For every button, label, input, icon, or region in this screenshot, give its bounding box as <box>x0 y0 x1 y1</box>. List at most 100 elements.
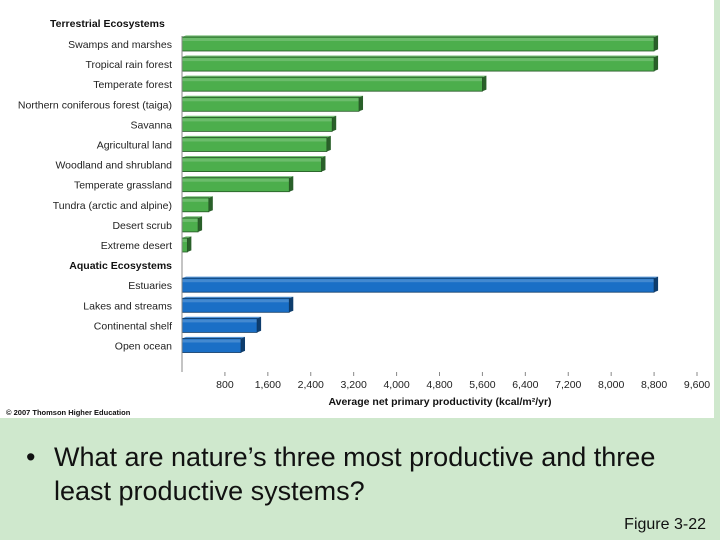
bar-highlight-tropical-rain-forest <box>182 58 655 62</box>
category-label-estuaries: Estuaries <box>128 280 172 292</box>
category-label-woodland-and-shrubland: Woodland and shrubland <box>55 160 172 172</box>
bar-top-tundra-arctic-and-alpine <box>182 196 213 198</box>
category-label-tundra-arctic-and-alpine: Tundra (arctic and alpine) <box>53 200 172 212</box>
x-axis-title: Average net primary productivity (kcal/m… <box>328 396 551 408</box>
bar-end-extreme-desert <box>187 236 192 252</box>
bar-face-lakes-and-streams <box>182 298 290 313</box>
bar-temperate-grassland <box>181 176 294 193</box>
bar-highlight-woodland-and-shrubland <box>182 158 322 162</box>
bar-end-agricultural-land <box>326 135 331 152</box>
bar-end-woodland-and-shrubland <box>321 156 326 172</box>
bar-highlight-swamps-and-marshes <box>182 38 655 41</box>
bar-face-open-ocean <box>182 338 242 353</box>
bar-end-swamps-and-marshes <box>654 35 659 51</box>
bar-end-tundra-arctic-and-alpine <box>208 196 213 212</box>
bar-highlight-continental-shelf <box>182 319 258 323</box>
bar-face-tropical-rain-forest <box>182 57 655 72</box>
bar-woodland-and-shrubland <box>181 156 326 173</box>
x-tick-label-8000: 8,000 <box>598 379 624 391</box>
productivity-bar-chart: Terrestrial Ecosystems Swamps and marshe… <box>6 18 710 417</box>
bar-highlight-tundra-arctic-and-alpine <box>182 198 209 202</box>
bar-end-temperate-forest <box>482 75 487 92</box>
bar-highlight-temperate-grassland <box>182 178 290 182</box>
question-bullet: • What are nature’s three most productiv… <box>26 440 706 508</box>
bar-end-continental-shelf <box>257 316 262 333</box>
category-label-extreme-desert: Extreme desert <box>101 240 172 252</box>
bar-savanna <box>181 115 337 132</box>
bar-estuaries <box>181 276 659 293</box>
bar-end-desert-scrub <box>198 216 203 232</box>
category-label-savanna: Savanna <box>131 119 173 131</box>
bar-tundra-arctic-and-alpine <box>181 196 213 213</box>
bar-top-swamps-and-marshes <box>182 35 659 37</box>
x-tick-label-2400: 2,400 <box>298 379 324 391</box>
bar-highlight-estuaries <box>182 279 655 283</box>
bar-top-northern-coniferous-forest-taiga <box>182 95 364 98</box>
figure-reference: Figure 3-22 <box>624 516 706 533</box>
bar-end-savanna <box>332 115 337 132</box>
bar-northern-coniferous-forest-taiga <box>181 95 364 112</box>
bar-highlight-open-ocean <box>182 339 242 343</box>
bar-end-lakes-and-streams <box>289 296 294 313</box>
x-tick-label-7200: 7,200 <box>555 379 581 391</box>
figure-panel: Terrestrial Ecosystems Swamps and marshe… <box>0 0 714 418</box>
bar-highlight-agricultural-land <box>182 138 327 142</box>
bar-swamps-and-marshes <box>181 35 659 52</box>
x-tick-label-1600: 1,600 <box>255 379 281 391</box>
bar-face-desert-scrub <box>182 217 199 232</box>
x-tick-label-9600: 9,600 <box>684 379 710 391</box>
category-label-northern-coniferous-forest-taiga: Northern coniferous forest (taiga) <box>18 99 172 111</box>
bar-face-swamps-and-marshes <box>182 37 655 51</box>
bar-highlight-desert-scrub <box>182 218 199 222</box>
bar-highlight-northern-coniferous-forest-taiga <box>182 98 360 102</box>
x-tick-label-6400: 6,400 <box>512 379 538 391</box>
bar-end-tropical-rain-forest <box>654 55 659 72</box>
x-tick-label-3200: 3,200 <box>341 379 367 391</box>
bar-face-continental-shelf <box>182 318 258 333</box>
bar-face-northern-coniferous-forest-taiga <box>182 97 360 112</box>
bar-extreme-desert <box>181 236 192 253</box>
bar-top-temperate-forest <box>182 75 487 78</box>
bar-face-woodland-and-shrubland <box>182 157 322 172</box>
copyright-text: © 2007 Thomson Higher Education <box>6 408 131 417</box>
bar-agricultural-land <box>181 135 331 152</box>
category-label-swamps-and-marshes: Swamps and marshes <box>68 39 172 51</box>
bar-end-estuaries <box>654 276 659 293</box>
bar-face-savanna <box>182 117 333 132</box>
bar-lakes-and-streams <box>181 296 294 313</box>
bar-desert-scrub <box>181 216 203 233</box>
x-tick-label-4000: 4,000 <box>383 379 409 391</box>
category-label-desert-scrub: Desert scrub <box>112 220 172 232</box>
bar-end-northern-coniferous-forest-taiga <box>359 95 364 112</box>
bar-face-temperate-forest <box>182 77 483 92</box>
bar-end-temperate-grassland <box>289 176 294 192</box>
bullet-icon: • <box>26 442 36 472</box>
category-label-lakes-and-streams: Lakes and streams <box>83 300 172 312</box>
bar-face-tundra-arctic-and-alpine <box>182 197 209 212</box>
category-label-open-ocean: Open ocean <box>115 341 172 353</box>
bar-face-extreme-desert <box>182 238 188 252</box>
bar-open-ocean <box>181 336 246 353</box>
bar-face-estuaries <box>182 278 655 293</box>
bar-tropical-rain-forest <box>181 55 659 72</box>
bar-face-agricultural-land <box>182 137 327 152</box>
bar-highlight-temperate-forest <box>182 78 483 82</box>
question-text: What are nature’s three most productive … <box>54 442 656 506</box>
chart-title: Terrestrial Ecosystems <box>50 18 165 30</box>
bar-end-open-ocean <box>241 336 246 353</box>
category-label-continental-shelf: Continental shelf <box>94 320 172 332</box>
x-tick-label-5600: 5,600 <box>469 379 495 391</box>
bar-temperate-forest <box>181 75 487 92</box>
x-tick-label-800: 800 <box>216 379 234 391</box>
bar-highlight-extreme-desert <box>182 239 188 242</box>
category-label-temperate-grassland: Temperate grassland <box>74 180 172 192</box>
bar-top-tropical-rain-forest <box>182 55 659 58</box>
bar-top-savanna <box>182 115 337 118</box>
category-label-tropical-rain-forest: Tropical rain forest <box>85 59 172 71</box>
category-label-temperate-forest: Temperate forest <box>93 79 172 91</box>
bar-continental-shelf <box>181 316 262 333</box>
x-tick-label-8800: 8,800 <box>641 379 667 391</box>
bar-highlight-savanna <box>182 118 333 122</box>
bar-face-temperate-grassland <box>182 177 290 192</box>
x-tick-label-4800: 4,800 <box>426 379 452 391</box>
